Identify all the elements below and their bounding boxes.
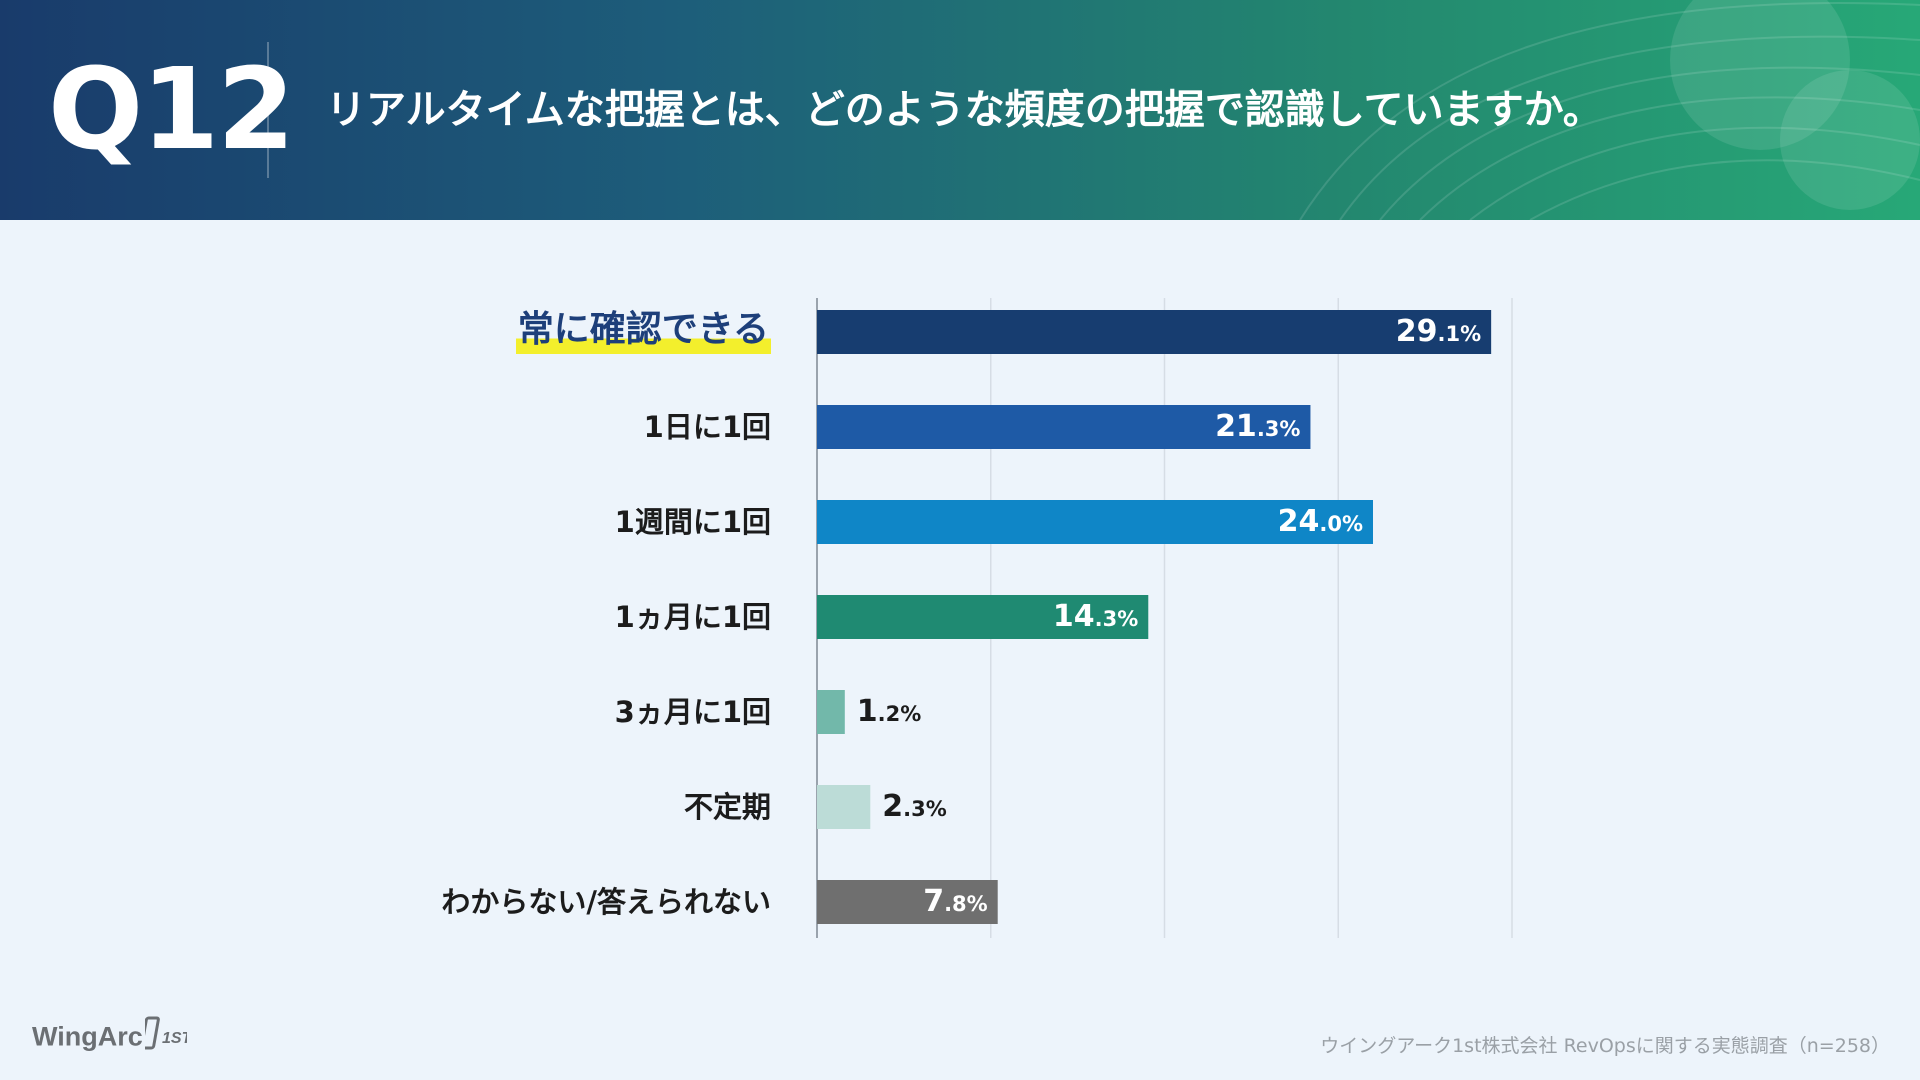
svg-text:1ST: 1ST	[162, 1030, 187, 1047]
value-label: 24.0%	[1277, 504, 1363, 539]
bar	[817, 690, 845, 734]
logo-mark: 1ST	[139, 1016, 192, 1061]
category-label: 1週間に1回	[614, 505, 771, 539]
decorative-swirl	[1299, 0, 1920, 220]
bar	[817, 500, 1373, 544]
category-label: 常に確認できる	[515, 306, 771, 354]
bar	[817, 310, 1492, 354]
header-banner: Q12 リアルタイムな把握とは、どのような頻度の把握で認識していますか。	[0, 0, 1920, 220]
logo-text: WingArc	[32, 1021, 143, 1052]
bar	[817, 595, 1149, 639]
header-divider	[267, 42, 269, 178]
category-label: 3ヵ月に1回	[614, 695, 771, 729]
bar	[817, 405, 1311, 449]
category-label: わからない/答えられない	[441, 885, 771, 919]
category-label: 1日に1回	[643, 410, 771, 444]
source-note: ウイングアーク1st株式会社 RevOpsに関する実態調査（n=258）	[1320, 1035, 1890, 1057]
value-label: 2.3%	[882, 789, 947, 824]
value-label: 29.1%	[1395, 314, 1482, 349]
wingarc-logo: WingArc 1ST	[32, 1016, 192, 1056]
value-label: 21.3%	[1215, 409, 1301, 444]
value-label: 7.8%	[923, 884, 988, 919]
category-label: 1ヵ月に1回	[614, 600, 771, 634]
question-number: Q12	[48, 45, 295, 175]
bar	[817, 785, 871, 829]
value-label: 14.3%	[1052, 599, 1139, 634]
category-label: 不定期	[683, 790, 771, 824]
question-text: リアルタイムな把握とは、どのような頻度の把握で認識していますか。	[326, 87, 1603, 133]
bar	[817, 880, 998, 924]
value-label: 1.2%	[856, 694, 922, 729]
